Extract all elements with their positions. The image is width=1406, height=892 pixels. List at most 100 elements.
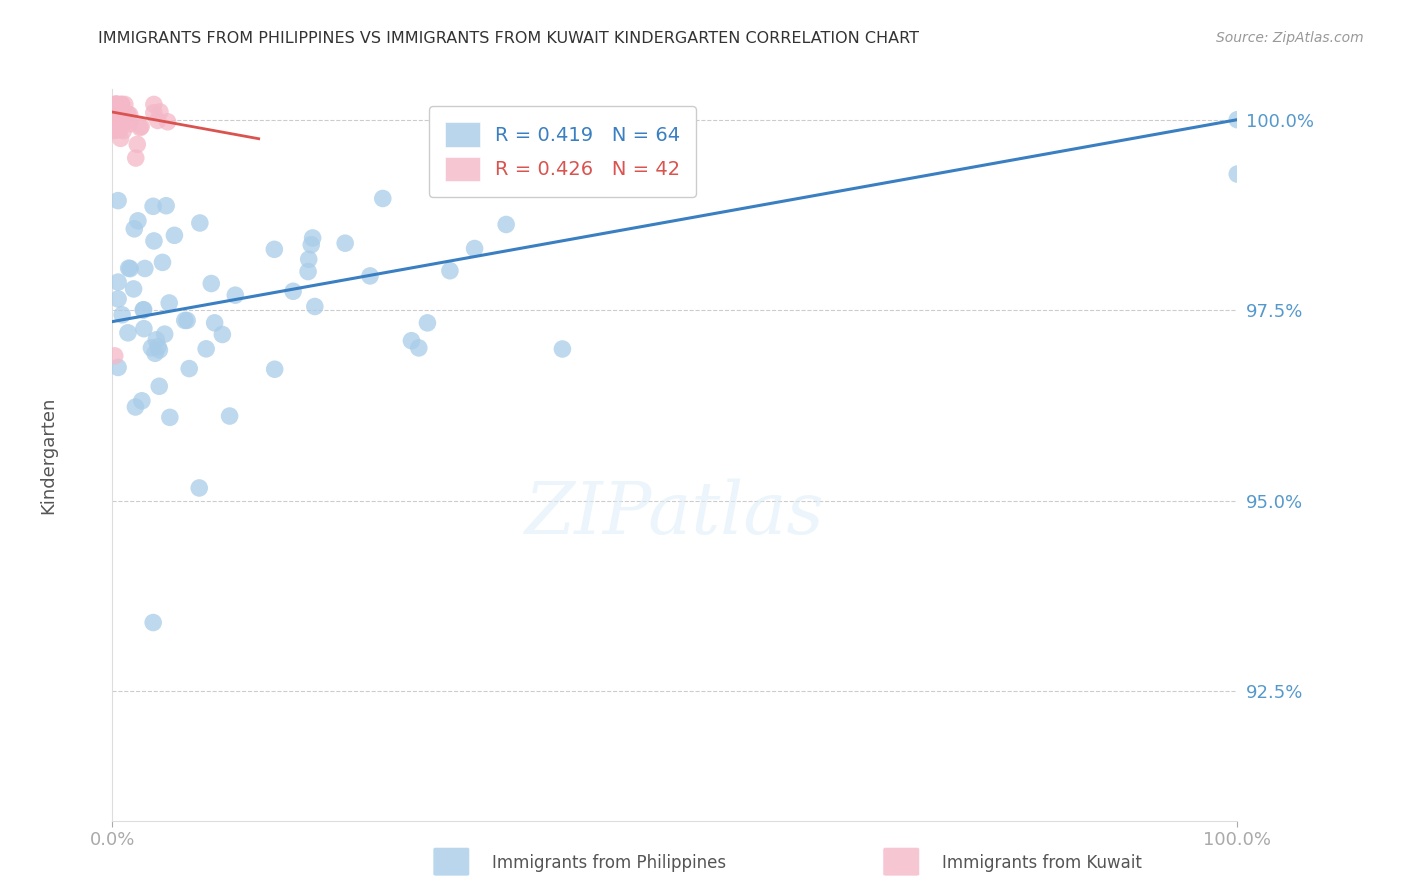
Point xyxy=(416,316,439,330)
Point xyxy=(117,326,139,340)
Point xyxy=(129,120,152,135)
Point xyxy=(118,261,141,276)
Point xyxy=(148,343,170,357)
Point xyxy=(153,327,176,342)
Point xyxy=(439,264,461,278)
Point xyxy=(104,97,127,112)
Point xyxy=(104,349,127,363)
Point xyxy=(127,214,149,228)
Point xyxy=(188,216,211,230)
Point xyxy=(299,237,322,252)
Point xyxy=(263,362,285,376)
Point xyxy=(298,252,321,267)
Text: Source: ZipAtlas.com: Source: ZipAtlas.com xyxy=(1216,31,1364,45)
Point xyxy=(107,292,129,306)
Point xyxy=(152,255,174,269)
Point xyxy=(105,97,128,112)
Point xyxy=(204,316,226,330)
Point xyxy=(105,111,128,125)
Point xyxy=(132,302,155,317)
Point xyxy=(118,108,141,122)
Point xyxy=(118,117,141,131)
Point xyxy=(107,194,129,208)
Point xyxy=(142,199,165,213)
Point xyxy=(408,341,430,355)
Point xyxy=(110,97,132,112)
Point xyxy=(104,97,127,112)
Point xyxy=(104,112,127,126)
Point xyxy=(104,118,127,132)
Point xyxy=(104,123,127,137)
Point xyxy=(155,199,177,213)
Point xyxy=(371,192,394,206)
Point xyxy=(127,137,149,152)
Point xyxy=(110,109,132,123)
Point xyxy=(551,342,574,356)
Point xyxy=(401,334,423,348)
Point xyxy=(142,105,165,120)
Point xyxy=(108,117,131,131)
Point xyxy=(297,264,319,278)
Point xyxy=(157,296,180,310)
Point xyxy=(134,261,156,276)
Point xyxy=(173,313,195,327)
Point xyxy=(176,313,198,327)
Point xyxy=(107,97,129,112)
Point xyxy=(124,400,146,414)
Point xyxy=(142,234,165,248)
Y-axis label: Kindergarten: Kindergarten xyxy=(39,396,56,514)
Point xyxy=(131,393,153,408)
Text: ZIPatlas: ZIPatlas xyxy=(524,478,825,549)
Text: IMMIGRANTS FROM PHILIPPINES VS IMMIGRANTS FROM KUWAIT KINDERGARTEN CORRELATION C: IMMIGRANTS FROM PHILIPPINES VS IMMIGRANT… xyxy=(98,31,920,46)
Point xyxy=(107,360,129,375)
Point xyxy=(105,97,128,112)
Point xyxy=(301,231,323,245)
Point xyxy=(143,346,166,360)
Point xyxy=(105,97,128,112)
Point xyxy=(163,228,186,243)
Point xyxy=(108,122,131,136)
Point xyxy=(117,107,139,121)
Point xyxy=(607,134,630,148)
Point xyxy=(224,288,246,302)
Point xyxy=(495,218,517,232)
Point xyxy=(211,327,233,342)
Point xyxy=(195,342,218,356)
Point xyxy=(107,275,129,289)
Point xyxy=(200,277,222,291)
Point xyxy=(281,285,304,299)
Point xyxy=(124,222,146,236)
Point xyxy=(304,300,326,314)
Point xyxy=(112,123,135,137)
Point xyxy=(104,123,127,137)
Point xyxy=(333,236,356,251)
Point xyxy=(110,131,132,145)
Point xyxy=(122,282,145,296)
Point xyxy=(359,268,381,283)
Point xyxy=(120,261,142,276)
Text: Immigrants from Kuwait: Immigrants from Kuwait xyxy=(942,855,1142,872)
Point xyxy=(111,97,134,112)
Point xyxy=(107,97,129,112)
Point xyxy=(148,379,170,393)
Point xyxy=(218,409,240,423)
Point xyxy=(141,341,163,355)
Point xyxy=(104,116,127,130)
Point xyxy=(149,104,172,119)
Point xyxy=(1226,167,1249,181)
Point xyxy=(142,97,165,112)
Point xyxy=(104,97,127,112)
Point xyxy=(114,97,136,112)
Point xyxy=(156,115,179,129)
Point xyxy=(107,104,129,119)
Point xyxy=(108,115,131,129)
Point xyxy=(464,242,486,256)
Point xyxy=(188,481,211,495)
Point xyxy=(145,333,167,347)
Point xyxy=(159,410,181,425)
Point xyxy=(129,120,152,134)
Legend: R = 0.419   N = 64, R = 0.426   N = 42: R = 0.419 N = 64, R = 0.426 N = 42 xyxy=(429,106,696,197)
Point xyxy=(132,321,155,335)
Point xyxy=(107,98,129,112)
Point xyxy=(142,615,165,630)
